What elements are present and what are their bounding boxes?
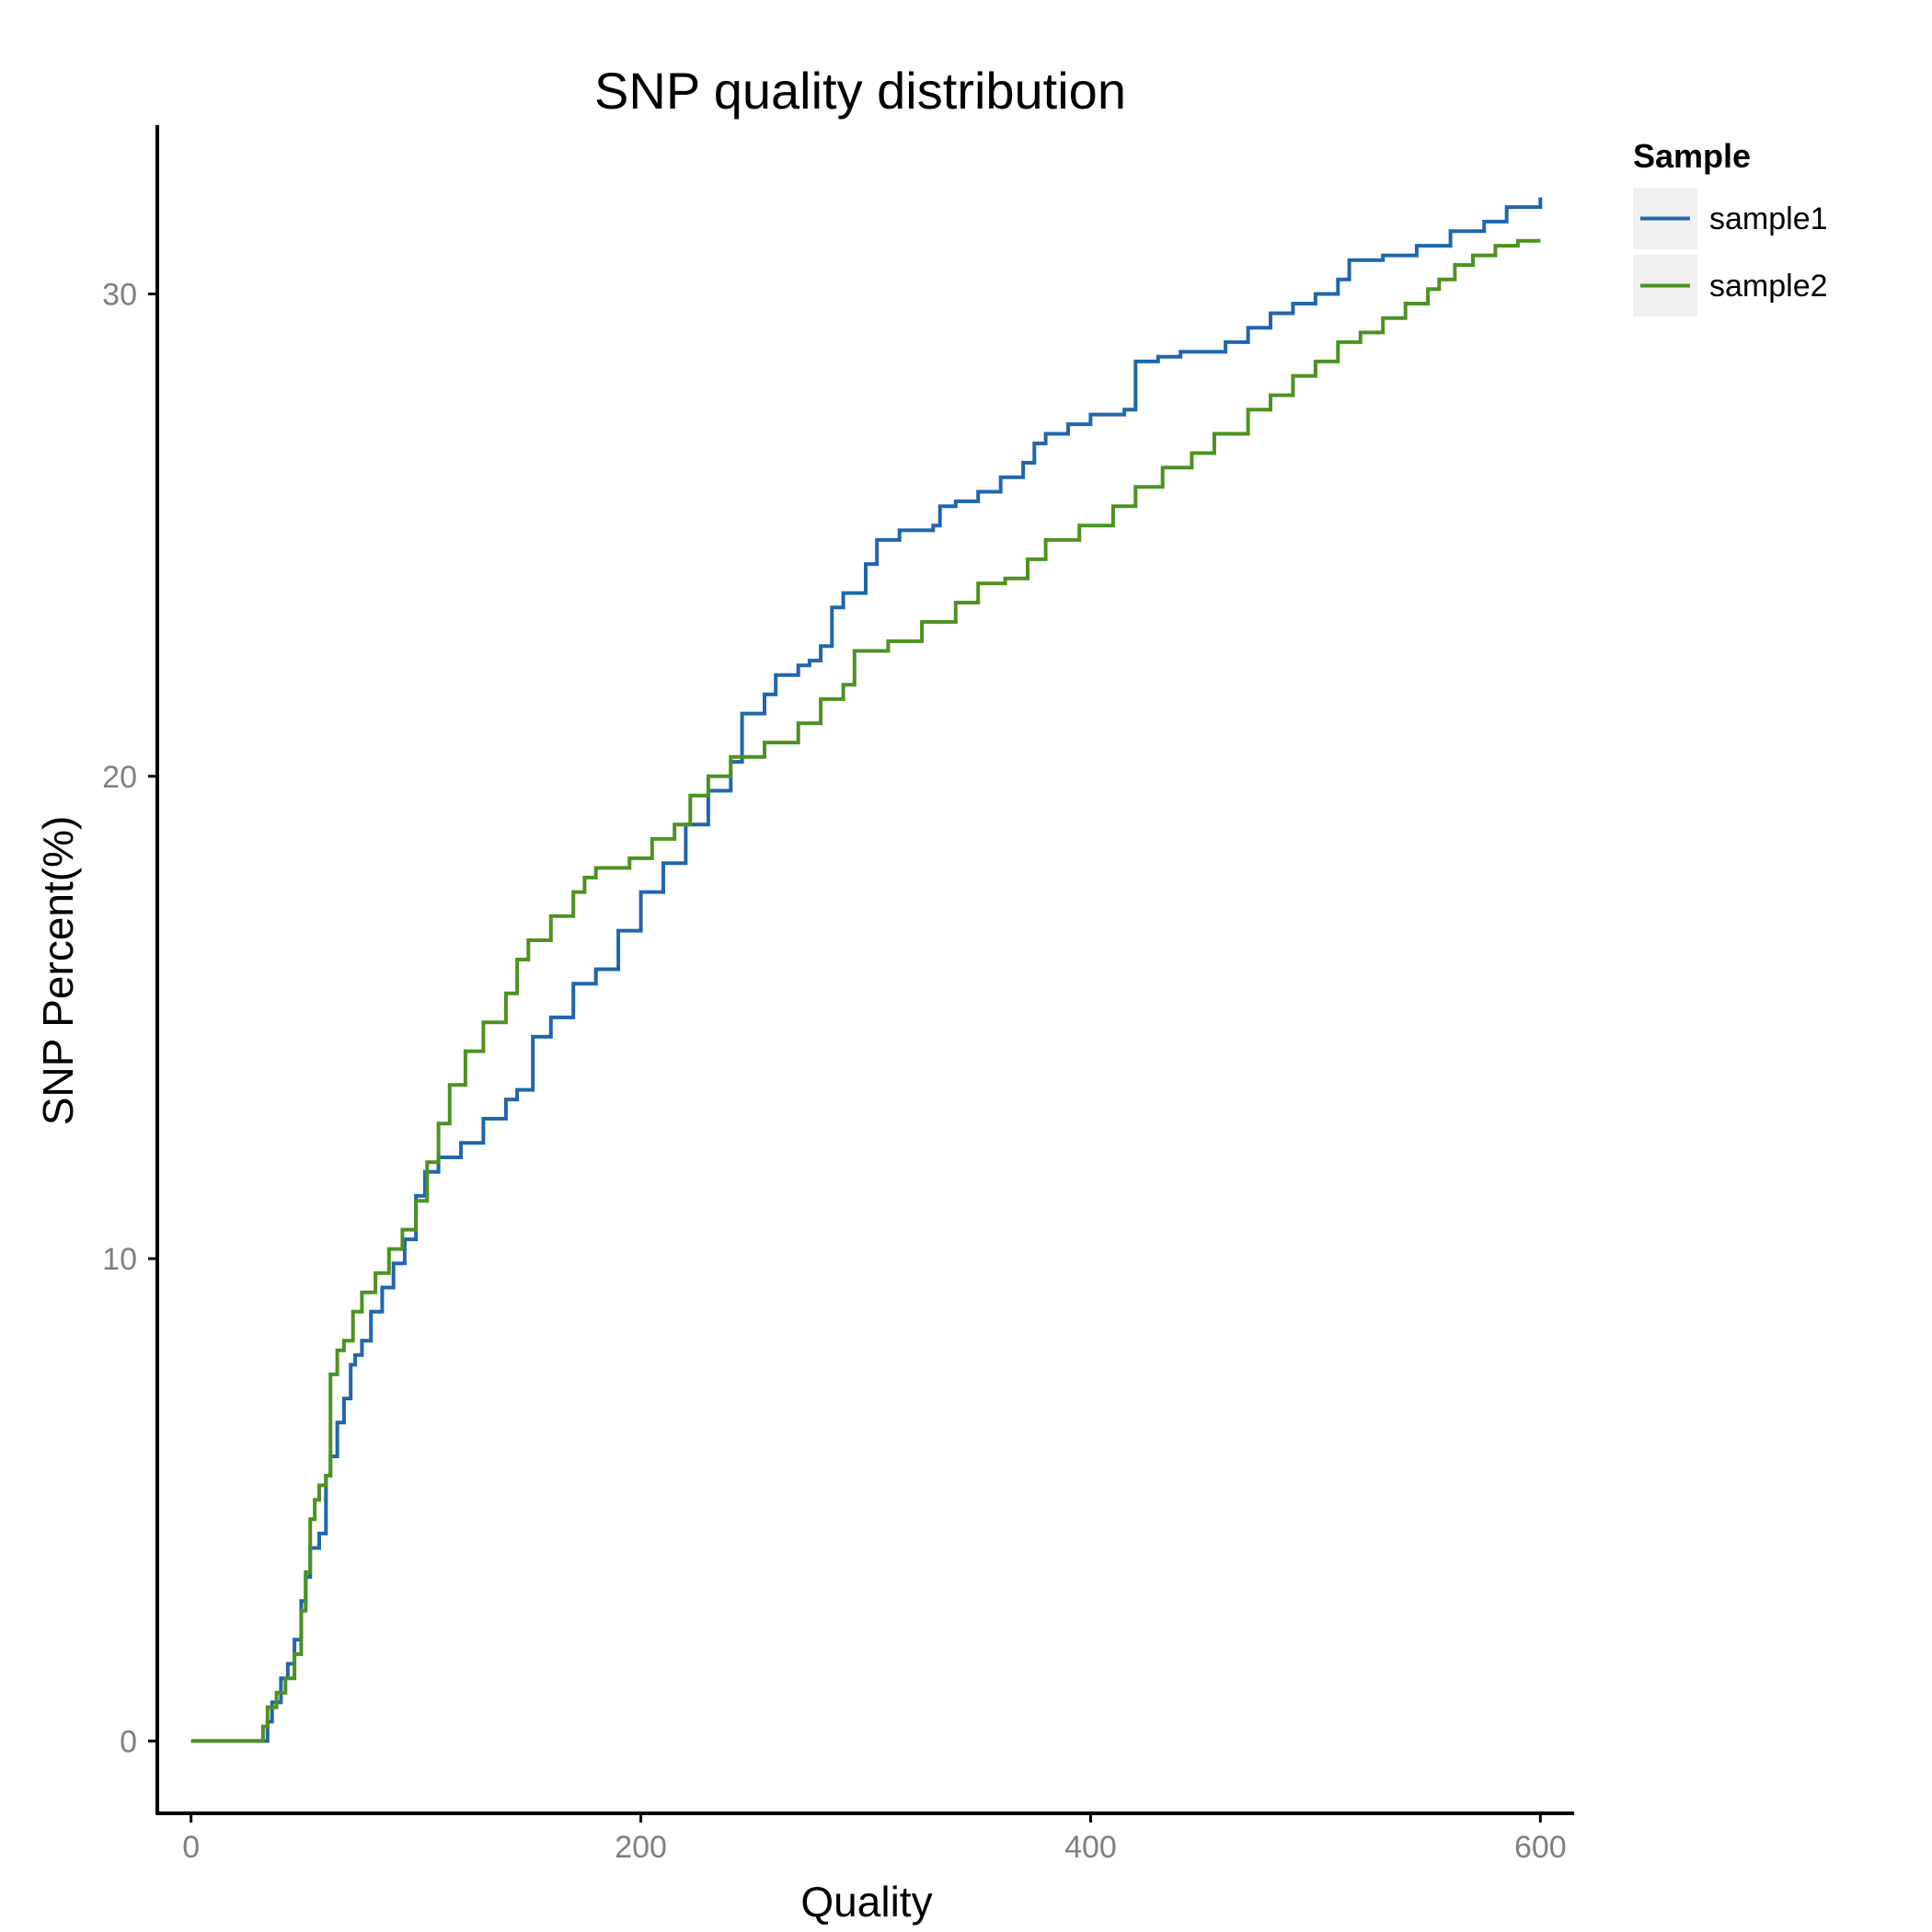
y-tick-label: 10 [102, 1242, 137, 1277]
legend: Sample sample1 sample2 [1633, 137, 1828, 316]
series-line-sample1 [190, 197, 1543, 1743]
legend-label-sample1: sample1 [1709, 201, 1828, 236]
x-ticks: 0 200 400 600 [182, 1813, 1567, 1865]
axes [155, 125, 1574, 1815]
y-tick-label: 0 [120, 1724, 137, 1759]
y-tick-label: 30 [102, 278, 137, 313]
series-line-sample2 [190, 238, 1541, 1743]
legend-items: sample1 sample2 [1633, 188, 1828, 316]
legend-label-sample2: sample2 [1709, 269, 1828, 304]
legend-title: Sample [1633, 137, 1751, 175]
y-tick-label: 20 [102, 760, 137, 795]
x-tick-label: 400 [1064, 1830, 1117, 1865]
y-ticks: 0 10 20 30 [102, 278, 157, 1759]
y-axis-title: SNP Percent(%) [34, 816, 82, 1126]
chart-title: SNP quality distribution [594, 62, 1126, 120]
x-tick-label: 200 [615, 1830, 667, 1865]
plot-lines [190, 197, 1543, 1743]
x-axis-title: Quality [800, 1878, 932, 1926]
x-tick-label: 600 [1514, 1830, 1567, 1865]
x-tick-label: 0 [182, 1830, 200, 1865]
